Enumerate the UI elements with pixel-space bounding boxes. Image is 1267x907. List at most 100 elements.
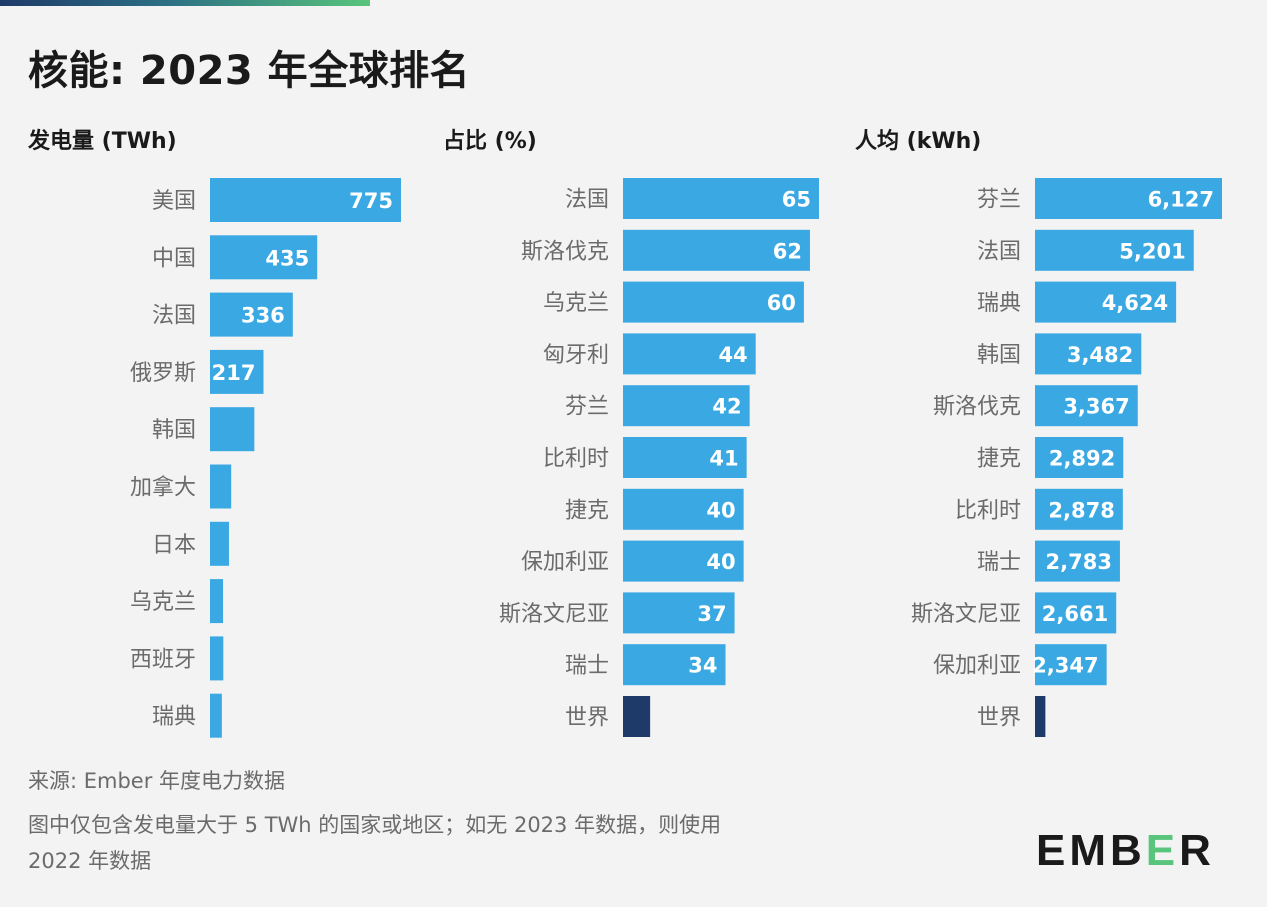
value-label-2-捷克: 2,892	[1049, 447, 1115, 471]
top-accent-bar	[0, 0, 370, 6]
category-label-0-韩国: 韩国	[152, 418, 196, 443]
value-label-1-斯洛文尼亚: 37	[697, 602, 726, 626]
category-label-2-比利时: 比利时	[955, 498, 1021, 523]
category-label-1-斯洛文尼亚: 斯洛文尼亚	[499, 602, 609, 627]
bar-0-日本	[210, 521, 229, 566]
bar-2-捷克	[1035, 437, 1124, 478]
bar-1-比利时	[623, 437, 747, 478]
category-label-0-法国: 法国	[152, 304, 196, 329]
bar-2-芬兰	[1035, 178, 1222, 219]
panel-title-generation: 发电量 (TWh)	[28, 129, 177, 154]
bar-0-中国	[210, 235, 318, 280]
bar-1-世界	[623, 696, 651, 737]
panel-title-share: 占比 (%)	[443, 129, 537, 154]
category-label-1-匈牙利: 匈牙利	[543, 343, 609, 368]
bar-1-法国	[623, 178, 819, 219]
value-label-0-法国: 336	[241, 304, 285, 328]
bar-2-比利时	[1035, 488, 1123, 530]
category-label-1-世界: 世界	[565, 706, 609, 731]
category-label-1-芬兰: 芬兰	[565, 395, 609, 420]
bar-2-斯洛文尼亚	[1035, 592, 1117, 634]
category-label-0-加拿大: 加拿大	[130, 475, 196, 501]
bar-1-保加利亚	[623, 540, 744, 582]
value-label-1-比利时: 41	[709, 447, 738, 471]
bar-1-斯洛文尼亚	[623, 592, 735, 634]
bar-2-斯洛伐克	[1035, 385, 1138, 427]
ember-logo: EMBER	[1036, 826, 1215, 876]
category-label-2-瑞典: 瑞典	[977, 291, 1021, 316]
category-label-2-韩国: 韩国	[977, 343, 1021, 368]
logo-accent-letter: E	[1145, 826, 1180, 875]
bar-1-瑞士	[623, 644, 726, 686]
bar-2-韩国	[1035, 333, 1142, 375]
bar-1-捷克	[623, 488, 744, 530]
panel-title-per-capita: 人均 (kWh)	[855, 129, 982, 154]
bar-0-美国	[210, 178, 401, 222]
value-label-1-法国: 65	[782, 188, 811, 212]
value-label-2-斯洛伐克: 3,367	[1063, 395, 1129, 419]
category-label-2-芬兰: 芬兰	[977, 188, 1021, 213]
bar-1-斯洛伐克	[623, 229, 810, 271]
value-label-2-瑞士: 2,783	[1046, 550, 1112, 574]
category-label-0-日本: 日本	[152, 533, 196, 558]
bar-0-加拿大	[210, 464, 232, 509]
bar-0-瑞典	[210, 693, 222, 738]
bar-0-乌克兰	[210, 579, 224, 624]
value-label-0-俄罗斯: 217	[212, 361, 256, 385]
category-label-1-法国: 法国	[565, 188, 609, 213]
bar-2-世界	[1035, 696, 1046, 737]
category-label-0-美国: 美国	[152, 189, 196, 214]
value-label-2-保加利亚: 2,347	[1032, 654, 1098, 678]
value-label-2-芬兰: 6,127	[1148, 188, 1214, 212]
logo-text-end: R	[1179, 826, 1215, 875]
category-label-2-世界: 世界	[977, 706, 1021, 731]
bar-1-匈牙利	[623, 333, 756, 375]
category-label-1-捷克: 捷克	[565, 498, 609, 523]
bar-2-瑞典	[1035, 281, 1177, 323]
category-label-0-中国: 中国	[152, 246, 196, 271]
value-label-1-保加利亚: 40	[706, 550, 735, 574]
chart-1: 法国 65 斯洛伐克 62 乌克兰 60 匈牙利 44 芬兰 42 比利时 41 捷克 40 保加利亚 40 斯…	[499, 178, 819, 737]
value-label-2-法国: 5,201	[1119, 239, 1185, 263]
category-label-0-瑞典: 瑞典	[152, 705, 196, 730]
value-label-1-匈牙利: 44	[718, 343, 747, 367]
value-label-1-斯洛伐克: 62	[773, 239, 802, 263]
value-label-0-中国: 435	[265, 246, 309, 270]
category-label-2-斯洛伐克: 斯洛伐克	[933, 395, 1021, 420]
logo-text-start: EMB	[1036, 826, 1146, 875]
category-label-1-比利时: 比利时	[543, 447, 609, 472]
category-label-1-保加利亚: 保加利亚	[521, 550, 609, 575]
category-label-1-瑞士: 瑞士	[565, 654, 609, 679]
value-label-1-芬兰: 42	[712, 395, 741, 419]
category-label-0-西班牙: 西班牙	[130, 647, 196, 672]
value-label-1-乌克兰: 60	[767, 291, 796, 315]
category-label-2-法国: 法国	[977, 239, 1021, 264]
page-title: 核能: 2023 年全球排名	[28, 48, 471, 94]
bar-2-法国	[1035, 229, 1194, 271]
bar-0-韩国	[210, 407, 255, 452]
value-label-2-斯洛文尼亚: 2,661	[1042, 602, 1108, 626]
bar-0-俄罗斯	[210, 349, 264, 394]
category-label-1-斯洛伐克: 斯洛伐克	[521, 239, 609, 264]
bar-1-芬兰	[623, 385, 750, 427]
category-label-0-乌克兰: 乌克兰	[130, 590, 196, 615]
category-label-2-保加利亚: 保加利亚	[933, 654, 1021, 679]
bar-2-瑞士	[1035, 540, 1120, 582]
value-label-0-美国: 775	[349, 189, 393, 213]
value-label-1-瑞士: 34	[688, 654, 717, 678]
chart-2: 芬兰 6,127 法国 5,201 瑞典 4,624 韩国 3,482 斯洛伐克 3,367 捷克 2…	[911, 178, 1222, 737]
year-note: 2022 年数据	[28, 849, 152, 873]
value-label-1-捷克: 40	[706, 498, 735, 522]
category-label-2-捷克: 捷克	[977, 447, 1021, 472]
bar-2-保加利亚	[1035, 644, 1107, 686]
value-label-2-瑞典: 4,624	[1102, 291, 1168, 315]
bar-0-法国	[210, 292, 293, 337]
source-note: 来源: Ember 年度电力数据	[28, 769, 286, 793]
value-label-2-韩国: 3,482	[1067, 343, 1133, 367]
inclusion-note: 图中仅包含发电量大于 5 TWh 的国家或地区；如无 2023 年数据，则使用	[28, 813, 722, 837]
bar-1-乌克兰	[623, 281, 804, 323]
category-label-2-斯洛文尼亚: 斯洛文尼亚	[911, 602, 1021, 627]
category-label-1-乌克兰: 乌克兰	[543, 291, 609, 316]
category-label-0-俄罗斯: 俄罗斯	[130, 361, 196, 386]
